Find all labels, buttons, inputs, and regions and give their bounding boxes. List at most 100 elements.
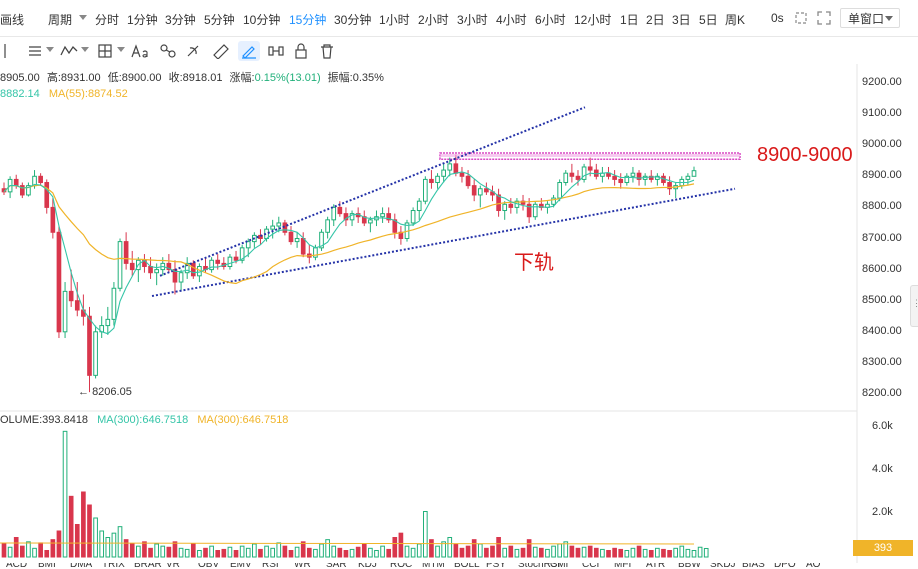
wave-caret-icon[interactable]: [81, 47, 89, 52]
indicator-tab-dpo[interactable]: DPO: [774, 563, 796, 569]
price-tick: 8200.00: [862, 387, 902, 399]
text-tool-icon[interactable]: [131, 41, 151, 61]
panel-resize-handle[interactable]: ⋮: [910, 285, 918, 327]
period-tab-2[interactable]: 1分钟: [127, 13, 158, 27]
pen-tool-icon[interactable]: [238, 41, 260, 61]
period-tab-9[interactable]: 2小时: [418, 13, 449, 27]
candle-body: [215, 259, 221, 264]
magnet-tool-icon[interactable]: [184, 41, 204, 61]
indicator-tab-mfi[interactable]: MFI: [614, 563, 632, 569]
price-tick: 8400.00: [862, 324, 902, 337]
indicator-tab-emv[interactable]: EMV: [230, 563, 252, 569]
grid-tool-icon[interactable]: [96, 41, 114, 61]
period-tab-8[interactable]: 1小时: [379, 13, 410, 27]
indicator-tab-stochrsi[interactable]: StochRSI: [518, 563, 561, 569]
period-tab-11[interactable]: 4小时: [496, 13, 527, 27]
indicator-tab-bbw[interactable]: BBW: [678, 563, 701, 569]
volume-bar: [569, 545, 575, 558]
volume-bar: [368, 547, 373, 558]
candle-body: [105, 318, 111, 327]
indicator-tab-ao[interactable]: AO: [806, 563, 821, 569]
indicator-tab-skdj[interactable]: SKDJ: [710, 563, 736, 569]
ruler-tool-icon[interactable]: [211, 41, 231, 61]
volume-bar: [691, 550, 697, 558]
candle-body: [569, 172, 575, 177]
indicator-tab-cci[interactable]: CCI: [582, 563, 600, 569]
indicator-tab-bias[interactable]: BIAS: [742, 563, 765, 569]
candle-body: [62, 290, 68, 333]
settings-icon[interactable]: [792, 9, 810, 27]
volume-bar: [148, 547, 153, 558]
indicator-tab-vr[interactable]: VR: [166, 563, 180, 569]
period-bar: 画线 周期 分时 1分钟 3分钟 5分钟 10分钟 15分钟 30分钟 1小时 2小时 3小时 4小时…: [0, 0, 918, 37]
volume-bar: [50, 539, 56, 558]
candle-body: [221, 262, 227, 267]
low-label: 低:: [107, 72, 122, 84]
candle-body: [600, 172, 605, 177]
indicator-tab-acd[interactable]: ACD: [6, 563, 28, 569]
period-tab-15[interactable]: 2日: [646, 13, 665, 27]
volume-bar: [32, 547, 37, 558]
candle-body: [374, 216, 379, 221]
pattern-tool-icon[interactable]: [158, 41, 178, 61]
indicator-tab-rsi[interactable]: RSI: [262, 563, 279, 569]
indicator-tab-wr[interactable]: WR: [294, 563, 311, 569]
indicator-tab-bmi[interactable]: BMI: [38, 563, 56, 569]
fullscreen-icon[interactable]: [815, 9, 833, 27]
crosshair-icon[interactable]: [0, 41, 10, 61]
volume-bar: [166, 546, 172, 558]
period-tab-17[interactable]: 5日: [699, 13, 718, 27]
indicator-tab-roc[interactable]: ROC: [390, 563, 413, 569]
period-tab-6[interactable]: 15分钟: [289, 13, 327, 27]
period-tab-4[interactable]: 5分钟: [204, 13, 235, 27]
indicator-tab-brar[interactable]: BRAR: [134, 563, 162, 569]
period-caret-icon[interactable]: [79, 15, 87, 20]
indicator-tab-cmi[interactable]: CMI: [550, 563, 569, 569]
volume-bar: [203, 547, 208, 558]
period-tab-5[interactable]: 10分钟: [243, 13, 281, 27]
volume-bar: [429, 539, 434, 558]
volume-bar: [129, 543, 135, 558]
window-mode-select[interactable]: 单窗口: [840, 8, 900, 28]
indicator-menu-icon[interactable]: [26, 41, 46, 61]
grid-caret-icon[interactable]: [117, 47, 125, 52]
lock-icon[interactable]: [292, 41, 310, 61]
candle-body: [294, 238, 300, 243]
volume-bar: [636, 545, 642, 558]
interval-label[interactable]: 0s: [771, 11, 784, 25]
period-tab-14[interactable]: 1日: [620, 13, 639, 27]
indicator-tab-obv[interactable]: OBV: [198, 563, 220, 569]
period-tab-16[interactable]: 3日: [672, 13, 691, 27]
indicator-tabs: ACD BMI DMA TRIX BRAR VR OBV EMV RSI WR SAR KDJ ROC M…: [0, 563, 918, 569]
candle-body: [392, 219, 398, 233]
period-tab-0[interactable]: 周期: [48, 13, 73, 27]
period-tab-12[interactable]: 6小时: [535, 13, 566, 27]
wave-tool-icon[interactable]: [58, 41, 80, 61]
volume-bar: [514, 548, 520, 558]
candle-body: [44, 182, 50, 208]
period-tab-1[interactable]: 分时: [95, 13, 120, 27]
volume-bar: [520, 547, 526, 558]
period-tab-10[interactable]: 3小时: [457, 13, 488, 27]
indicator-tab-psy[interactable]: PSY: [486, 563, 507, 569]
candle-body: [117, 241, 123, 289]
delete-icon[interactable]: [318, 41, 336, 61]
indicator-tab-kdj[interactable]: KDJ: [358, 563, 377, 569]
visibility-toggle-icon[interactable]: [266, 41, 286, 61]
indicator-caret-icon[interactable]: [46, 47, 54, 52]
indicator-tab-sar[interactable]: SAR: [326, 563, 347, 569]
indicator-tab-boll[interactable]: BOLL: [454, 563, 480, 569]
period-tab-3[interactable]: 3分钟: [165, 13, 196, 27]
period-tab-18[interactable]: 周K: [725, 13, 746, 27]
draw-line-tab[interactable]: 画线: [0, 13, 25, 27]
grip-icon: ⋮: [912, 298, 918, 308]
indicator-tab-atr[interactable]: ATR: [646, 563, 666, 569]
indicator-tab-mtm[interactable]: MTM: [422, 563, 445, 569]
volume-bar: [264, 545, 269, 558]
period-tab-7[interactable]: 30分钟: [334, 13, 372, 27]
period-tab-13[interactable]: 12小时: [574, 13, 612, 27]
indicator-tab-dma[interactable]: DMA: [70, 563, 93, 569]
volume-bar: [380, 545, 385, 558]
indicator-tab-trix[interactable]: TRIX: [102, 563, 125, 569]
